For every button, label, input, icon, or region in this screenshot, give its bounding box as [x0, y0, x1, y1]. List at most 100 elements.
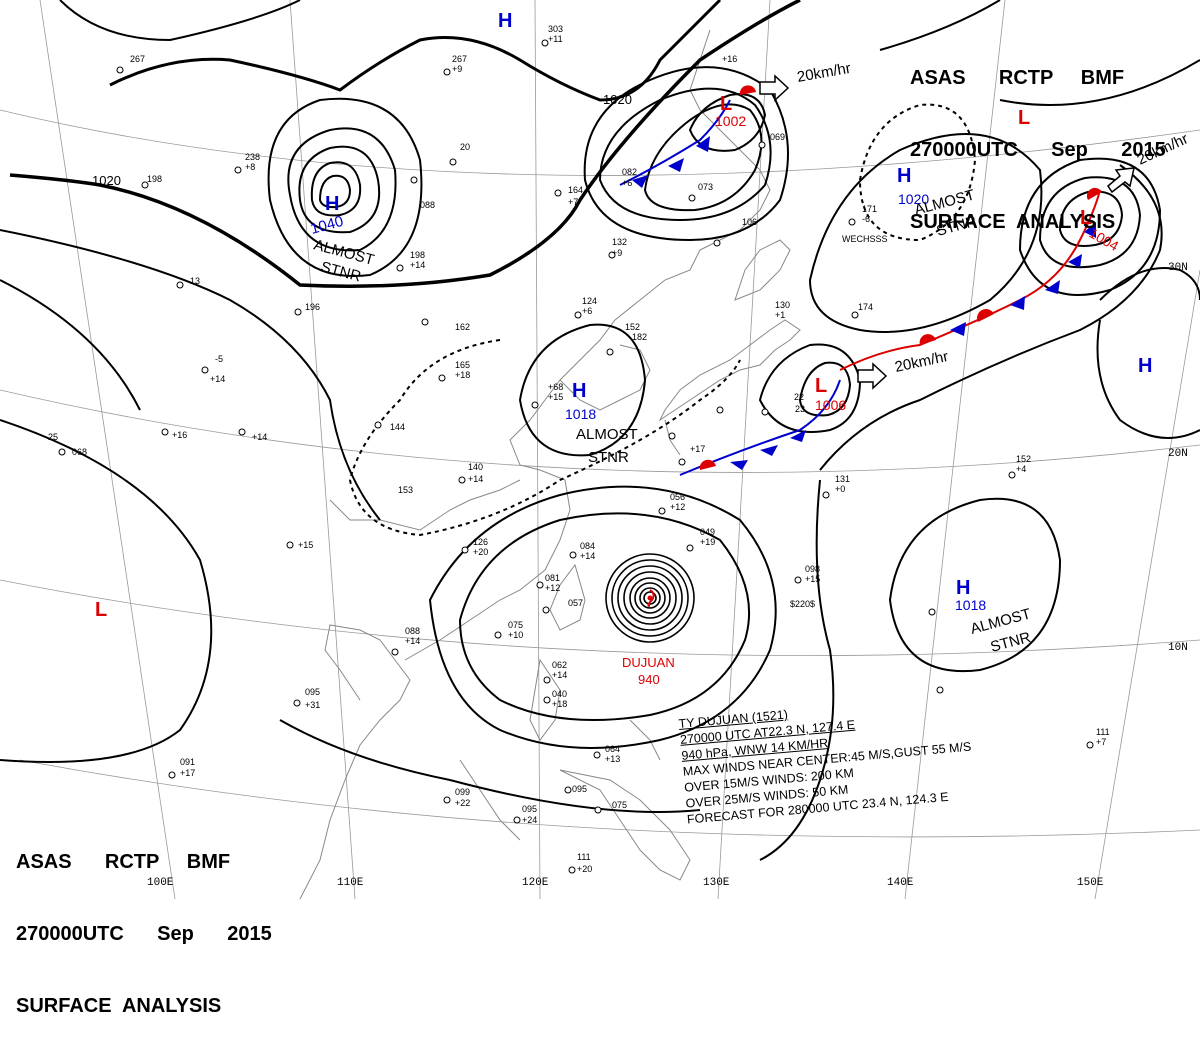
svg-text:+1: +1: [775, 310, 785, 320]
high-pressure-value: 1018: [955, 597, 986, 613]
svg-text:174: 174: [858, 302, 873, 312]
svg-text:+11: +11: [548, 34, 563, 44]
low-pressure-marker: L: [815, 375, 827, 397]
longitude-label: 140E: [887, 877, 914, 889]
header-line3: SURFACE ANALYSIS: [16, 995, 222, 1017]
svg-text:165: 165: [455, 360, 470, 370]
longitude-label: 130E: [703, 877, 730, 889]
svg-text:084: 084: [580, 541, 595, 551]
isobar-label: 1020: [603, 92, 632, 107]
graticule-labels: 100E 110E 120E 130E 140E 150E 30N 20N 10…: [147, 262, 1188, 889]
svg-text:099: 099: [455, 787, 470, 797]
svg-text:069: 069: [770, 132, 785, 142]
svg-text:075: 075: [508, 620, 523, 630]
svg-text:+9: +9: [612, 248, 622, 258]
latitude-label: 10N: [1168, 642, 1188, 654]
svg-text:140: 140: [468, 462, 483, 472]
svg-text:106: 106: [742, 217, 757, 227]
svg-text:+6: +6: [622, 178, 632, 188]
svg-text:095: 095: [522, 804, 537, 814]
front-north: [619, 85, 756, 188]
svg-text:+14: +14: [468, 474, 483, 484]
svg-text:WECHSSS: WECHSSS: [842, 234, 888, 244]
high-pressure-marker: H: [1138, 355, 1152, 377]
svg-text:-5: -5: [215, 354, 223, 364]
high-pressure-marker: H: [956, 577, 970, 599]
low-pressure-marker: L: [1018, 107, 1030, 129]
typhoon-isobars: [605, 553, 695, 643]
svg-text:171: 171: [862, 204, 877, 214]
typhoon-name: DUJUAN: [622, 655, 675, 670]
svg-text:075: 075: [612, 800, 627, 810]
header-line1: ASAS RCTP BMF: [910, 67, 1125, 89]
svg-text:+16: +16: [172, 430, 187, 440]
high-pressure-marker: H: [498, 10, 512, 32]
low-pressure-value: 1002: [715, 113, 746, 129]
svg-text:124: 124: [582, 296, 597, 306]
svg-text:068: 068: [72, 447, 87, 457]
high-pressure-value: 1018: [565, 406, 596, 422]
high-pressure-value: 1020: [898, 191, 929, 207]
svg-text:196: 196: [305, 302, 320, 312]
svg-text:+6: +6: [582, 306, 592, 316]
low-pressure-value: 1006: [815, 397, 846, 413]
svg-text:+24: +24: [522, 815, 537, 825]
svg-text:040: 040: [552, 689, 567, 699]
svg-text:091: 091: [180, 757, 195, 767]
typhoon-pressure: 940: [638, 672, 660, 687]
svg-text:152: 152: [625, 322, 640, 332]
header-bottom-left: ASAS RCTP BMF 270000UTC Sep 2015 SURFACE…: [16, 802, 272, 1042]
svg-text:182: 182: [632, 332, 647, 342]
svg-text:+14: +14: [552, 670, 567, 680]
svg-text:098: 098: [805, 564, 820, 574]
svg-text:162: 162: [455, 322, 470, 332]
svg-text:+68: +68: [548, 382, 563, 392]
header-line2: 270000UTC Sep 2015: [16, 923, 272, 945]
isobar-label: 1020: [92, 173, 121, 188]
svg-text:+10: +10: [508, 630, 523, 640]
svg-text:303: 303: [548, 24, 563, 34]
svg-text:+16: +16: [722, 54, 737, 64]
svg-text:111: 111: [577, 852, 591, 862]
svg-text:25: 25: [48, 432, 58, 442]
svg-text:082: 082: [622, 167, 637, 177]
high-pressure-marker: H: [572, 380, 586, 402]
svg-text:267: 267: [130, 54, 145, 64]
latitude-label: 30N: [1168, 262, 1188, 274]
svg-text:095: 095: [305, 687, 320, 697]
svg-text:062: 062: [552, 660, 567, 670]
svg-text:+7: +7: [568, 197, 578, 207]
svg-text:+14: +14: [252, 432, 267, 442]
svg-text:130: 130: [775, 300, 790, 310]
svg-text:198: 198: [410, 250, 425, 260]
svg-text:238: 238: [245, 152, 260, 162]
svg-text:153: 153: [398, 485, 413, 495]
dashed-isobars: [348, 103, 977, 537]
svg-text:126: 126: [473, 537, 488, 547]
longitude-label: 120E: [522, 877, 549, 889]
svg-text:081: 081: [545, 573, 560, 583]
svg-text:+14: +14: [410, 260, 425, 270]
svg-text:+15: +15: [298, 540, 313, 550]
header-top-right: ASAS RCTP BMF 270000UTC Sep 2015 SURFACE…: [910, 18, 1166, 258]
svg-text:164: 164: [568, 185, 583, 195]
low-pressure-marker: L: [1080, 207, 1092, 229]
header-line2: 270000UTC Sep 2015: [910, 139, 1166, 161]
svg-text:22: 22: [794, 392, 804, 402]
svg-text:+17: +17: [180, 768, 195, 778]
header-line3: SURFACE ANALYSIS: [910, 211, 1116, 233]
svg-text:198: 198: [147, 174, 162, 184]
svg-text:+8: +8: [245, 162, 255, 172]
svg-text:267: 267: [452, 54, 467, 64]
svg-text:+15: +15: [805, 574, 820, 584]
svg-text:095: 095: [572, 784, 587, 794]
pressure-systems: H 1040 ALMOST STNR H 1018 ALMOST STNR H …: [95, 10, 1152, 687]
svg-text:131: 131: [835, 474, 850, 484]
svg-text:+14: +14: [580, 551, 595, 561]
svg-text:+31: +31: [305, 700, 320, 710]
svg-text:073: 073: [698, 182, 713, 192]
svg-text:+0: +0: [835, 484, 845, 494]
svg-text:-6: -6: [862, 214, 870, 224]
